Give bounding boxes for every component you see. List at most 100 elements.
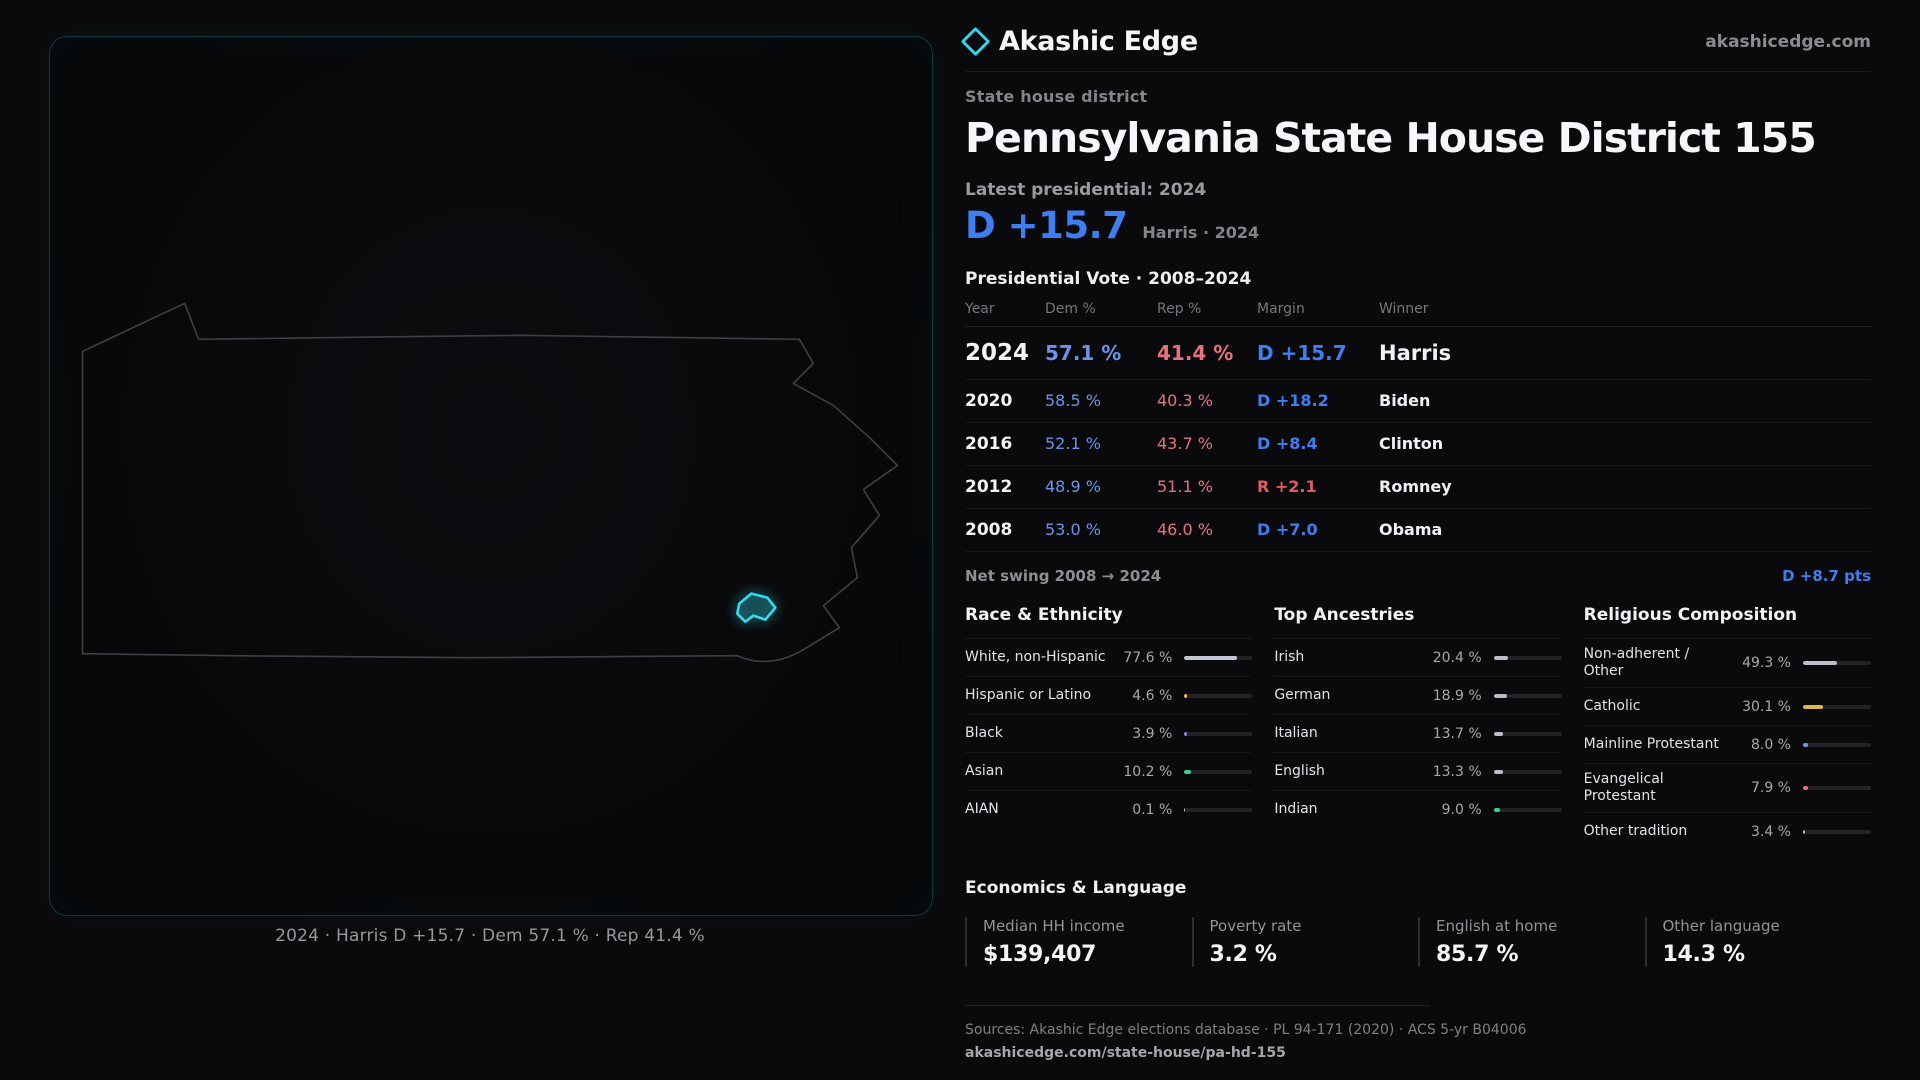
brand-left: Akashic Edge bbox=[960, 26, 1705, 57]
vote-year: 2012 bbox=[965, 477, 1013, 497]
net-swing-value: D +8.7 pts bbox=[1782, 567, 1871, 585]
col-rep: Rep % bbox=[1157, 301, 1202, 317]
vote-rep-pct: 46.0 % bbox=[1157, 520, 1213, 539]
col-year: Year bbox=[965, 301, 995, 317]
demo-value: 4.6 % bbox=[1132, 687, 1173, 704]
demo-bar-fill bbox=[1184, 731, 1187, 736]
religious-composition-group: Religious Composition Non-adherent / Oth… bbox=[1583, 605, 1871, 850]
stat-value: $139,407 bbox=[983, 942, 1097, 968]
demo-value: 3.4 % bbox=[1750, 823, 1791, 840]
vote-dem-pct: 58.5 % bbox=[1045, 391, 1101, 410]
vote-winner: Biden bbox=[1379, 391, 1431, 410]
demo-label: Evangelical Protestant bbox=[1583, 771, 1664, 805]
district-155-highlight bbox=[735, 592, 777, 623]
vote-year: 2008 bbox=[965, 520, 1013, 540]
demo-row: Indian 9.0 % bbox=[1274, 791, 1562, 828]
demo-bar-track bbox=[1493, 769, 1562, 774]
vote-winner: Obama bbox=[1379, 520, 1443, 539]
demo-label: Catholic bbox=[1583, 698, 1641, 715]
demo-bar-track bbox=[1184, 807, 1253, 812]
group-title: Race & Ethnicity bbox=[965, 605, 1253, 639]
demo-label: Non-adherent / Other bbox=[1583, 646, 1690, 680]
latest-margin-detail: Harris · 2024 bbox=[1142, 223, 1260, 242]
vote-margin: D +7.0 bbox=[1257, 520, 1318, 539]
demo-row: White, non-Hispanic 77.6 % bbox=[965, 639, 1253, 677]
demo-label: English bbox=[1274, 762, 1325, 779]
demo-row: Italian 13.7 % bbox=[1274, 715, 1562, 753]
vote-dem-pct: 52.1 % bbox=[1045, 434, 1101, 453]
vote-row-2016: 2016 52.1 % 43.7 % D +8.4 Clinton bbox=[965, 423, 1871, 466]
demo-value: 18.9 % bbox=[1432, 687, 1482, 704]
demo-bar-fill bbox=[1493, 693, 1507, 698]
net-swing-row: Net swing 2008 → 2024 D +8.7 pts bbox=[965, 552, 1871, 585]
stat-english-at-home: English at home 85.7 % bbox=[1418, 917, 1645, 968]
vote-rep-pct: 51.1 % bbox=[1157, 477, 1213, 496]
stat-value: 14.3 % bbox=[1662, 942, 1745, 968]
vote-winner: Romney bbox=[1379, 477, 1452, 496]
demo-row: Asian 10.2 % bbox=[965, 753, 1253, 791]
demo-value: 77.6 % bbox=[1123, 649, 1173, 666]
demo-bar-fill bbox=[1184, 769, 1192, 774]
presidential-vote-table: Year Dem % Rep % Margin Winner 2024 57.1… bbox=[965, 301, 1871, 552]
demo-value: 9.0 % bbox=[1441, 801, 1482, 818]
stat-value: 3.2 % bbox=[1209, 942, 1277, 968]
vote-margin: D +8.4 bbox=[1257, 434, 1318, 453]
permalink[interactable]: akashicedge.com/state-house/pa-hd-155 bbox=[965, 1045, 1286, 1062]
demo-row: Irish 20.4 % bbox=[1274, 639, 1562, 677]
demo-bar-fill bbox=[1493, 769, 1503, 774]
demo-row: Hispanic or Latino 4.6 % bbox=[965, 677, 1253, 715]
stat-label: Poverty rate bbox=[1209, 917, 1302, 936]
demo-row: Other tradition 3.4 % bbox=[1584, 813, 1871, 850]
map-caption: 2024 · Harris D +15.7 · Dem 57.1 % · Rep… bbox=[275, 926, 705, 946]
stat-label: English at home bbox=[1436, 917, 1558, 936]
demographics-section: Race & Ethnicity White, non-Hispanic 77.… bbox=[965, 605, 1871, 850]
demo-bar-track bbox=[1184, 769, 1253, 774]
group-title: Top Ancestries bbox=[1274, 605, 1562, 639]
vote-year: 2016 bbox=[965, 434, 1013, 454]
demo-row: English 13.3 % bbox=[1274, 753, 1562, 791]
vote-year: 2020 bbox=[965, 391, 1013, 411]
demo-bar-fill bbox=[1184, 655, 1238, 660]
demo-row: Catholic 30.1 % bbox=[1583, 688, 1871, 727]
col-dem: Dem % bbox=[1045, 301, 1096, 317]
brand-domain-link[interactable]: akashicedge.com bbox=[1705, 31, 1871, 52]
latest-margin-value: D +15.7 bbox=[965, 204, 1128, 247]
vote-row-2008: 2008 53.0 % 46.0 % D +7.0 Obama bbox=[965, 509, 1871, 552]
vote-row-2020: 2020 58.5 % 40.3 % D +18.2 Biden bbox=[965, 380, 1871, 423]
demo-row: Non-adherent / Other 49.3 % bbox=[1583, 639, 1871, 689]
pennsylvania-map bbox=[81, 302, 899, 663]
vote-winner: Harris bbox=[1379, 341, 1452, 365]
vote-dem-pct: 53.0 % bbox=[1045, 520, 1101, 539]
demo-bar-fill bbox=[1184, 807, 1186, 812]
demo-row: German 18.9 % bbox=[1274, 677, 1562, 715]
demo-value: 10.2 % bbox=[1123, 763, 1173, 780]
demo-label: Indian bbox=[1274, 800, 1318, 817]
net-swing-label: Net swing 2008 → 2024 bbox=[965, 567, 1162, 585]
vote-table-header: Year Dem % Rep % Margin Winner bbox=[965, 301, 1871, 327]
demo-bar-fill bbox=[1493, 807, 1500, 812]
brand-name: Akashic Edge bbox=[999, 26, 1198, 57]
sources-text: Sources: Akashic Edge elections database… bbox=[965, 1022, 1527, 1039]
demo-label: Mainline Protestant bbox=[1583, 736, 1719, 753]
demo-label: German bbox=[1274, 686, 1331, 703]
demo-label: White, non-Hispanic bbox=[965, 648, 1106, 665]
vote-year: 2024 bbox=[965, 340, 1030, 366]
stat-label: Other language bbox=[1662, 917, 1780, 936]
demo-bar-fill bbox=[1803, 786, 1809, 791]
demo-bar-fill bbox=[1493, 731, 1503, 736]
demo-value: 8.0 % bbox=[1750, 736, 1791, 753]
demo-bar-track bbox=[1493, 731, 1562, 736]
demo-bar-fill bbox=[1493, 655, 1508, 660]
vote-margin: D +18.2 bbox=[1257, 391, 1329, 410]
demo-bar-track bbox=[1803, 829, 1871, 834]
detail-panel: Akashic Edge akashicedge.com State house… bbox=[960, 26, 1871, 1062]
footer-divider bbox=[965, 1005, 1430, 1007]
demo-value: 0.1 % bbox=[1132, 801, 1173, 818]
demo-bar-track bbox=[1184, 731, 1253, 736]
economics-stats: Median HH income $139,407 Poverty rate 3… bbox=[965, 917, 1871, 968]
vote-table-title: Presidential Vote · 2008–2024 bbox=[965, 269, 1252, 289]
demo-value: 30.1 % bbox=[1742, 698, 1791, 715]
demo-label: Asian bbox=[965, 762, 1004, 779]
demo-bar-track bbox=[1803, 661, 1871, 666]
vote-dem-pct: 57.1 % bbox=[1045, 341, 1122, 365]
